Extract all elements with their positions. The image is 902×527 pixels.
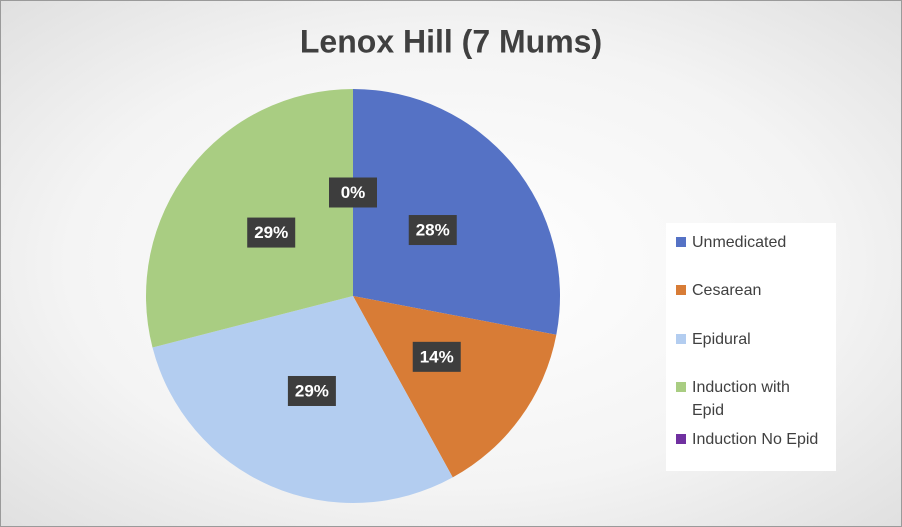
chart-title: Lenox Hill (7 Mums) — [300, 23, 602, 59]
data-label: 28% — [416, 221, 450, 240]
legend-item: Unmedicated — [676, 231, 826, 254]
legend-swatch — [676, 237, 686, 247]
pie-slice — [353, 89, 560, 335]
data-label-group: 14% — [412, 341, 461, 372]
pie-slice — [353, 296, 557, 478]
legend-swatch — [676, 334, 686, 344]
legend-label: Induction No Epid — [692, 431, 819, 448]
data-label: 0% — [341, 183, 366, 202]
data-label: 29% — [295, 381, 329, 400]
data-label-box — [408, 215, 457, 246]
legend-label: Induction with Epid — [692, 379, 790, 419]
legend-swatch — [676, 434, 686, 444]
legend-item: Induction No Epid — [676, 428, 826, 451]
legend-label: Unmedicated — [692, 234, 787, 251]
data-label-group: 29% — [287, 375, 336, 406]
legend-item: Epidural — [676, 328, 826, 351]
legend: Unmedicated Cesarean Epidural Induction wit… — [666, 223, 836, 471]
data-label-box — [412, 341, 461, 372]
legend-swatch — [676, 382, 686, 392]
data-label-group: 29% — [247, 217, 296, 248]
data-label-group: 0% — [329, 177, 377, 208]
legend-label: Cesarean — [692, 282, 762, 299]
data-label-group: 28% — [408, 215, 457, 246]
data-label: 29% — [254, 223, 288, 242]
data-label-box — [247, 217, 296, 248]
legend-item: Induction with Epid — [676, 376, 826, 422]
data-label-box — [329, 177, 377, 208]
data-label-box — [287, 375, 336, 406]
legend-label: Epidural — [692, 331, 751, 348]
legend-item: Cesarean — [676, 279, 826, 302]
legend-swatch — [676, 285, 686, 295]
data-label: 14% — [420, 347, 454, 366]
